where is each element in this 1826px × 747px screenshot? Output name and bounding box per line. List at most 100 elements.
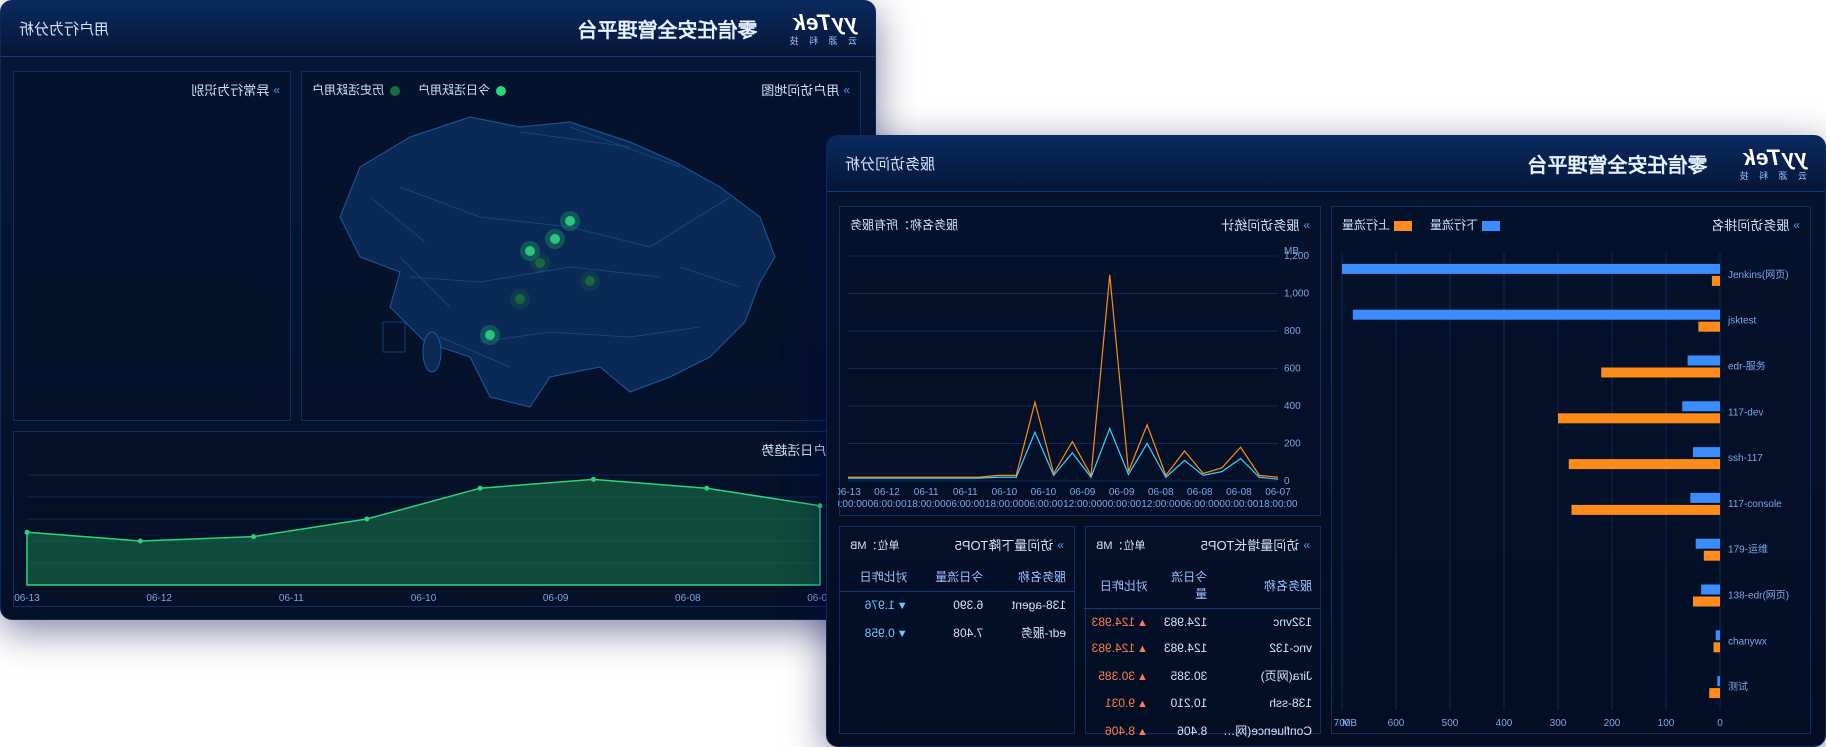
svg-text:00:00:00: 00:00:00 <box>1102 499 1141 510</box>
stats-panel: »服务访问统计 服务名称：所有服务 02004006008001,0001,20… <box>839 206 1321 516</box>
svg-text:06-08: 06-08 <box>675 593 701 604</box>
legend-down: 下行流量 <box>1430 216 1500 233</box>
svg-text:1,000: 1,000 <box>1284 289 1309 300</box>
front-sub-title: 服务访问分析 <box>845 153 935 174</box>
svg-text:06-08: 06-08 <box>1148 487 1174 498</box>
brand-logo: yyTek云 源 科 技 <box>785 10 857 47</box>
col-header: 对比昨日 <box>1084 562 1156 609</box>
svg-text:18:00:00: 18:00:00 <box>907 499 946 510</box>
svg-text:06-08: 06-08 <box>1187 487 1213 498</box>
chevron-icon: » <box>275 83 280 97</box>
svg-text:200: 200 <box>1604 718 1621 729</box>
svg-text:600: 600 <box>1388 718 1405 729</box>
svg-text:200: 200 <box>1284 439 1301 450</box>
front-titlebar: yyTek云 源 科 技 零信任安全管理平台 服务访问分析 <box>827 136 1825 192</box>
svg-text:300: 300 <box>1550 718 1567 729</box>
chevron-icon: » <box>1059 538 1064 552</box>
brand-logo: yyTek云 源 科 技 <box>1735 145 1807 182</box>
svg-text:600: 600 <box>1284 364 1301 375</box>
top5-inc-unit: 单位：MB <box>1096 537 1146 553</box>
svg-text:chanywx: chanywx <box>1728 636 1767 647</box>
table-row: Confluence(网…8.406▲8.406 <box>1084 716 1320 745</box>
legend-hist: 历史活跃用户 <box>312 81 400 98</box>
svg-text:0: 0 <box>1717 718 1723 729</box>
svg-text:06:00:00: 06:00:00 <box>1180 499 1219 510</box>
top5-inc-panel: »访问量增长TOP5 单位：MB 服务名称今日流量对比昨日132vnc124.9… <box>1085 526 1321 734</box>
svg-text:12:00:00: 12:00:00 <box>1063 499 1102 510</box>
svg-text:117-dev: 117-dev <box>1728 407 1763 418</box>
front-dashboard: yyTek云 源 科 技 零信任安全管理平台 服务访问分析 » 服务访问排名 下行… <box>826 135 1826 747</box>
table-row: Jira(网页)30.385▲30.385 <box>1084 661 1320 690</box>
svg-text:00:00:00: 00:00:00 <box>838 499 868 510</box>
col-header: 服务名称 <box>1215 562 1320 609</box>
svg-text:06-09: 06-09 <box>543 593 569 604</box>
svg-text:00:00:00: 00:00:00 <box>1219 499 1258 510</box>
table-row: vnc-132124.983▲124.983 <box>1084 635 1320 661</box>
svg-text:06-11: 06-11 <box>914 487 939 498</box>
svg-text:06-10: 06-10 <box>1031 487 1057 498</box>
svg-text:06:00:00: 06:00:00 <box>1024 499 1063 510</box>
svg-text:06-08: 06-08 <box>1226 487 1252 498</box>
col-header: 对比昨日 <box>840 562 916 592</box>
svg-text:测试: 测试 <box>1728 680 1748 693</box>
svg-text:0: 0 <box>1284 476 1290 487</box>
svg-text:Jenkins(网页): Jenkins(网页) <box>1728 269 1789 281</box>
svg-text:100: 100 <box>1658 718 1675 729</box>
svg-text:edr-服务: edr-服务 <box>1728 360 1766 373</box>
rank-chart: 0100200300400500600700MBJenkins(网页)jskte… <box>1330 242 1810 732</box>
top5-dec-table: 服务名称今日流量对比昨日138-agent6.390▼1.976edr-服务7.… <box>840 562 1074 647</box>
trend-panel: »用户日活趋势 510152025人06-0706-0806-0906-1006… <box>13 431 861 607</box>
back-main-title: 零信任安全管理平台 <box>577 14 757 43</box>
chevron-icon: » <box>1795 218 1800 232</box>
svg-text:06-11: 06-11 <box>279 593 304 604</box>
svg-text:06:00:00: 06:00:00 <box>946 499 985 510</box>
svg-text:400: 400 <box>1284 401 1301 412</box>
front-main-title: 零信任安全管理平台 <box>1527 149 1707 178</box>
col-header: 服务名称 <box>991 562 1074 592</box>
svg-text:138-edr(网页): 138-edr(网页) <box>1728 590 1789 602</box>
svg-text:06-09: 06-09 <box>1070 487 1096 498</box>
svg-text:06-12: 06-12 <box>146 593 172 604</box>
top5-dec-panel: » 访问量下降TOP5 单位：MB 服务名称今日流量对比昨日138-agent6.… <box>839 526 1075 734</box>
behavior-panel: » 异常行为识别 <box>13 71 291 421</box>
svg-text:400: 400 <box>1496 718 1513 729</box>
svg-text:MB: MB <box>1284 246 1299 257</box>
stats-subtitle: 服务名称：所有服务 <box>850 216 958 233</box>
chevron-icon: » <box>1305 538 1310 552</box>
svg-text:18:00:00: 18:00:00 <box>985 499 1024 510</box>
back-sub-title: 用户行为分析 <box>19 18 109 39</box>
top5-dec-title: 访问量下降TOP5 <box>955 535 1054 554</box>
svg-text:06-11: 06-11 <box>953 487 978 498</box>
top5-dec-unit: 单位：MB <box>850 537 900 553</box>
svg-text:06-13: 06-13 <box>838 487 861 498</box>
svg-text:06-12: 06-12 <box>874 487 900 498</box>
svg-text:800: 800 <box>1284 326 1301 337</box>
rank-panel: »服务访问排名 下行流量 上行流量 0100200300400500600700… <box>1331 206 1811 734</box>
col-header: 今日流量 <box>1156 562 1215 609</box>
table-row: 138-ssh10.210▲9.031 <box>1084 690 1320 716</box>
table-row: 138-agent6.390▼1.976 <box>840 592 1074 619</box>
svg-text:117-console: 117-console <box>1728 499 1782 510</box>
svg-text:06-10: 06-10 <box>992 487 1018 498</box>
legend-today: 今日活跃用户 <box>418 81 506 98</box>
rank-title: 服务访问排名 <box>1711 215 1789 234</box>
top5-inc-table: 服务名称今日流量对比昨日132vnc124.983▲124.983vnc-132… <box>1084 562 1320 745</box>
svg-text:06-10: 06-10 <box>411 593 437 604</box>
table-row: 132vnc124.983▲124.983 <box>1084 609 1320 636</box>
map-panel: »用户访问地图 今日活跃用户 历史活跃用户 <box>301 71 861 421</box>
stats-title: 服务访问统计 <box>1221 215 1299 234</box>
legend-up: 上行流量 <box>1342 216 1412 233</box>
svg-text:500: 500 <box>1442 718 1459 729</box>
map-title: 用户访问地图 <box>761 80 839 99</box>
china-map <box>300 107 860 422</box>
svg-text:179-运维: 179-运维 <box>1728 543 1768 556</box>
svg-text:06:00:00: 06:00:00 <box>868 499 907 510</box>
behavior-title: 异常行为识别 <box>191 80 269 99</box>
svg-text:06-09: 06-09 <box>1109 487 1135 498</box>
svg-text:MB: MB <box>1342 718 1357 729</box>
back-titlebar: yyTek云 源 科 技 零信任安全管理平台 用户行为分析 <box>1 1 875 57</box>
table-row: edr-服务7.408▼0.958 <box>840 618 1074 647</box>
chevron-icon: » <box>1305 218 1310 232</box>
trend-chart: 510152025人06-0706-0806-0906-1006-1106-12… <box>12 467 860 607</box>
col-header: 今日流量 <box>916 562 992 592</box>
